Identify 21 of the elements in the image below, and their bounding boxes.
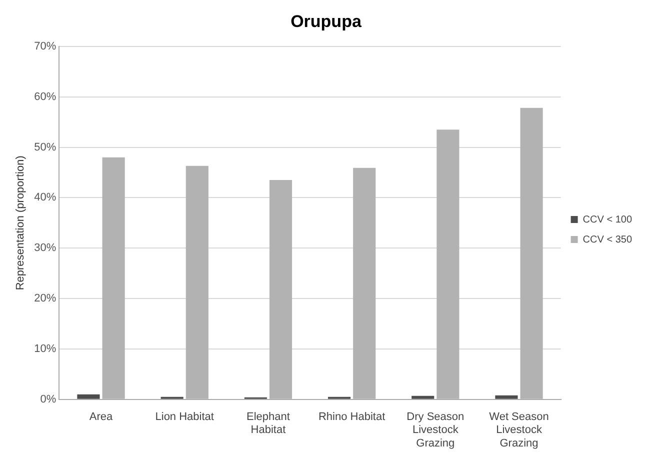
legend-label: CCV < 100 xyxy=(582,214,632,226)
y-tick-label: 60% xyxy=(34,90,56,103)
bar xyxy=(412,396,434,399)
x-tick-label: Elephant Habitat xyxy=(246,411,290,436)
x-tick-label: Dry Season Livestock Grazing xyxy=(406,411,464,450)
y-axis-title: Representation (proportion) xyxy=(14,156,27,290)
y-tick-label: 40% xyxy=(34,192,56,204)
y-tick-label: 70% xyxy=(34,40,56,52)
bar xyxy=(77,394,100,399)
y-tick-label: 30% xyxy=(34,242,56,254)
x-tick-label: Area xyxy=(89,411,114,424)
chart-title: Orupupa xyxy=(290,12,362,31)
x-tick-label: Lion Habitat xyxy=(155,411,214,424)
y-tick-label: 10% xyxy=(34,343,56,356)
y-tick-label: 0% xyxy=(40,393,56,406)
x-tick-label: Rhino Habitat xyxy=(318,411,386,424)
y-tick-label: 20% xyxy=(34,292,56,305)
x-tick-label: Wet Season Livestock Grazing xyxy=(489,411,549,450)
legend-label: CCV < 350 xyxy=(582,234,632,246)
y-tick-label: 50% xyxy=(34,141,56,154)
bar xyxy=(495,395,518,399)
